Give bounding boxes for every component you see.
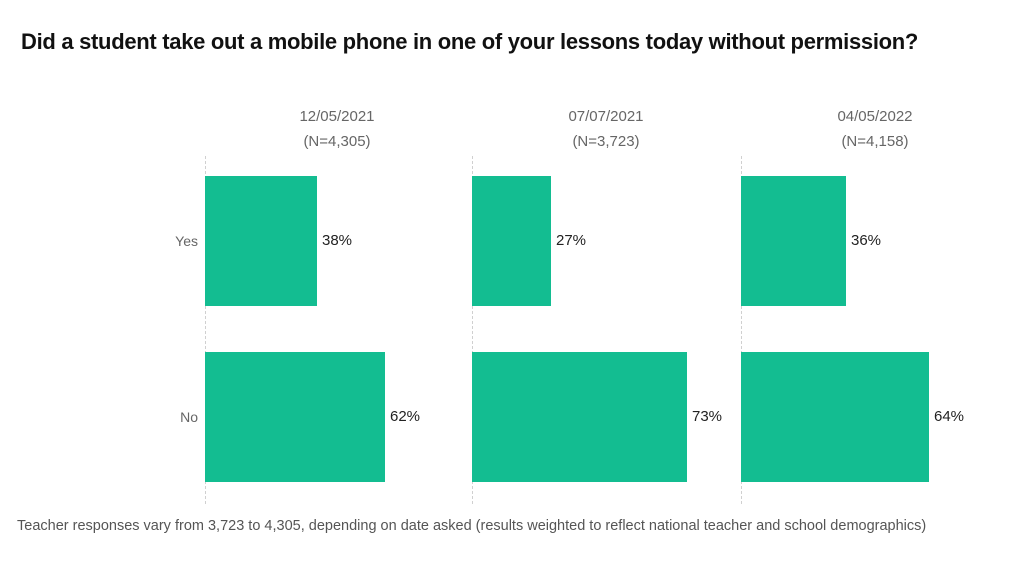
panel-header: 12/05/2021 (N=4,305) [237, 104, 437, 154]
axis-line [741, 156, 742, 504]
panel-date: 04/05/2022 [837, 108, 913, 125]
bar-value-label: 36% [851, 232, 882, 249]
panel-sample-size: (N=4,158) [841, 133, 909, 150]
bar-yes [472, 176, 551, 306]
category-label-no: No [180, 409, 198, 425]
axis-line [472, 156, 473, 504]
panel-date: 12/05/2021 [299, 108, 375, 125]
bar-value-label: 62% [390, 408, 421, 425]
bar-value-label: 73% [692, 408, 723, 425]
panel-header: 07/07/2021 (N=3,723) [506, 104, 706, 154]
footnote: Teacher responses vary from 3,723 to 4,3… [17, 518, 927, 534]
bar-yes [205, 176, 317, 306]
bar-value-label: 27% [556, 232, 587, 249]
panel-header: 04/05/2022 (N=4,158) [775, 104, 975, 154]
bar-yes [741, 176, 846, 306]
axis-line [205, 156, 206, 504]
panel-date: 07/07/2021 [568, 108, 644, 125]
bar-no [205, 352, 385, 482]
bar-value-label: 38% [322, 232, 353, 249]
bar-no [741, 352, 929, 482]
category-label-yes: Yes [175, 233, 198, 249]
panel-sample-size: (N=3,723) [572, 133, 640, 150]
panel-sample-size: (N=4,305) [303, 133, 371, 150]
bar-no [472, 352, 687, 482]
chart-title: Did a student take out a mobile phone in… [21, 29, 919, 54]
bar-value-label: 64% [934, 408, 965, 425]
